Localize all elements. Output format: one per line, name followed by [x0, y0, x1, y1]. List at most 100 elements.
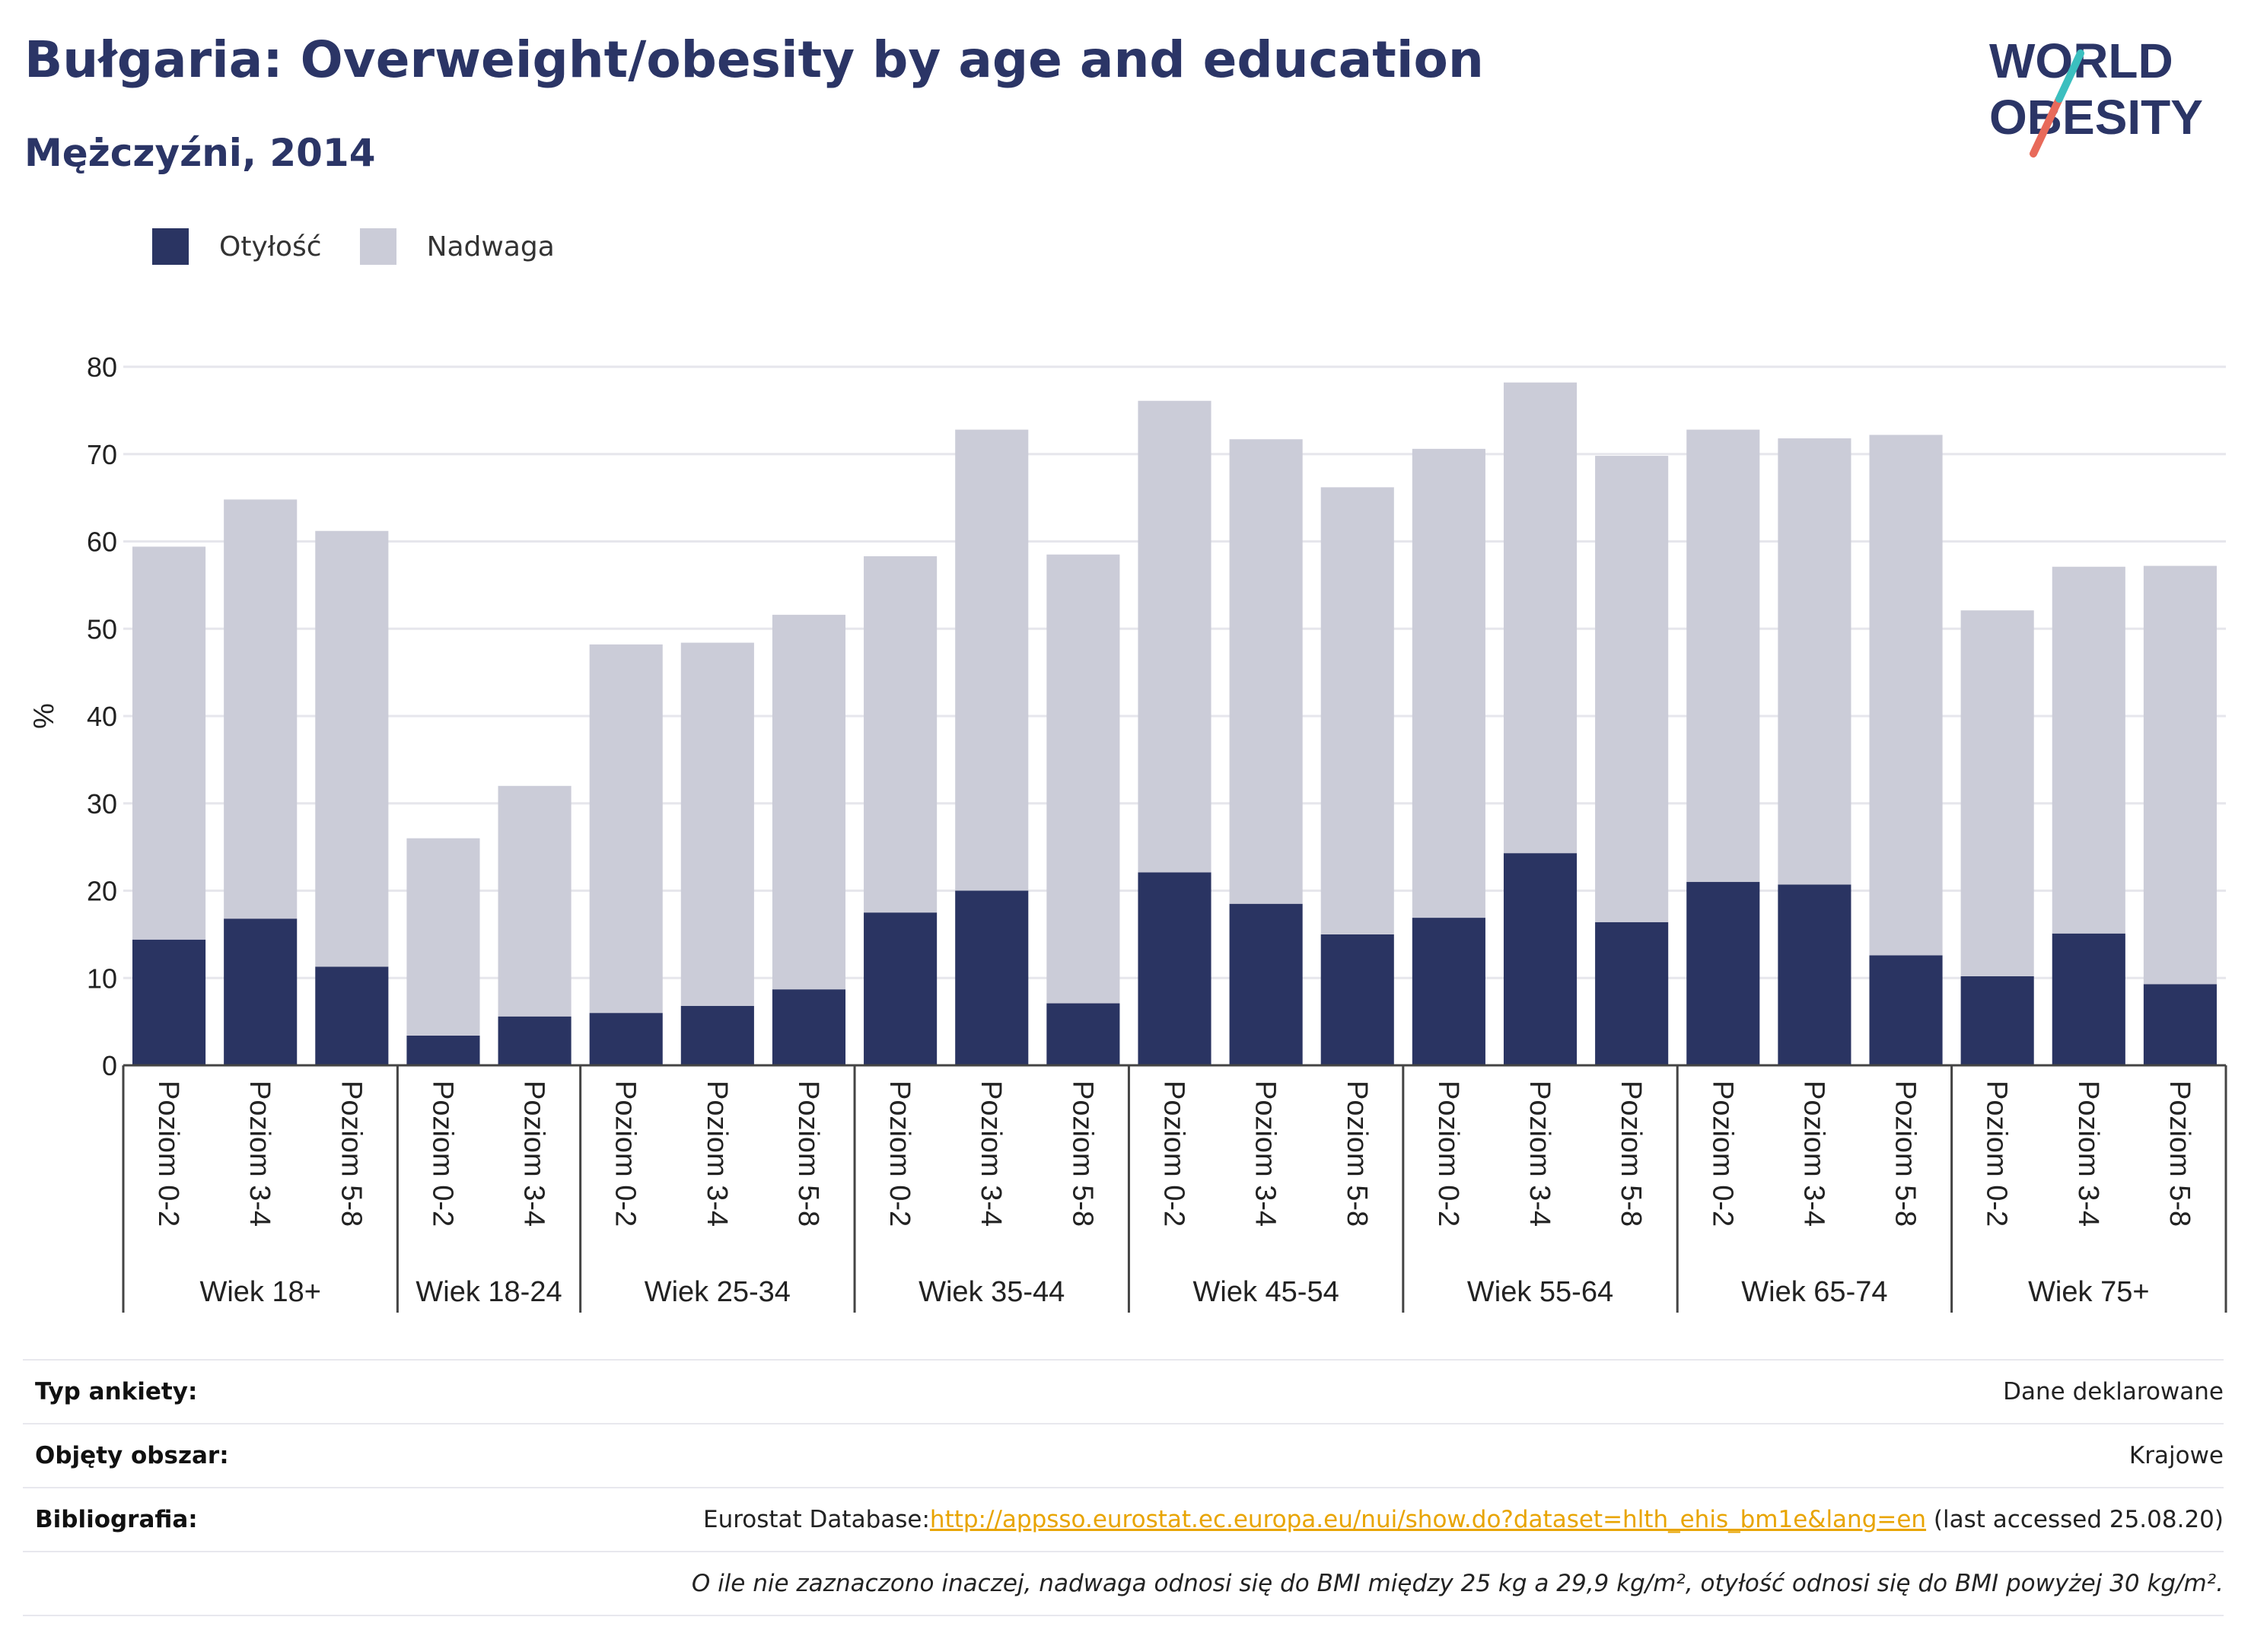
logo-line-2: OBESITY	[1989, 90, 2203, 145]
y-tick-label: 0	[102, 1050, 117, 1081]
footer-value-bibliography: Eurostat Database:http://appsso.eurostat…	[703, 1506, 2224, 1533]
footer-label-coverage: Objęty obszar:	[35, 1442, 229, 1469]
bar-obesity	[1046, 1003, 1120, 1065]
legend-swatch-obesity	[152, 228, 189, 265]
x-category-label: Poziom 0-2	[1432, 1081, 1464, 1227]
bar-obesity	[772, 989, 846, 1065]
bar-obesity	[1960, 976, 2034, 1065]
chart-legend: Otyłość Nadwaga	[152, 225, 593, 268]
x-category-label: Poziom 5-8	[1341, 1081, 1373, 1227]
x-category-label: Poziom 3-4	[2072, 1081, 2104, 1227]
bar-obesity	[680, 1005, 754, 1065]
bar-overweight	[406, 838, 480, 1036]
x-category-label: Poziom 5-8	[792, 1081, 824, 1227]
bar-overweight	[1778, 438, 1851, 885]
stacked-bar-chart: 0 10 20 30 40 50 60 70 80% Poziom 0-2 Poziom 3-4 Po…	[28, 352, 2227, 1313]
y-tick-label: 40	[87, 701, 117, 732]
bar-obesity	[1503, 853, 1578, 1065]
bar-overweight	[1320, 487, 1394, 934]
bar-obesity	[864, 912, 938, 1065]
bibliography-suffix: (last accessed 25.08.20)	[1926, 1506, 2224, 1533]
world-obesity-logo: WORLD OBESITY	[1989, 33, 2203, 158]
x-group-label: Wiek 18+	[199, 1276, 320, 1308]
y-tick-label: 80	[87, 352, 117, 383]
bar-overweight	[1229, 439, 1303, 904]
bar-obesity	[132, 939, 206, 1065]
x-category-label: Poziom 3-4	[701, 1081, 733, 1227]
bar-overweight	[224, 499, 298, 919]
bibliography-prefix: Eurostat Database:	[702, 1506, 930, 1533]
legend-item-overweight: Nadwaga	[359, 228, 555, 265]
footer-value-coverage: Krajowe	[2128, 1442, 2224, 1469]
bar-overweight	[1503, 382, 1578, 854]
x-group-label: Wiek 25-34	[645, 1276, 791, 1308]
bar-overweight	[498, 785, 572, 1017]
bar-overweight	[589, 644, 663, 1014]
x-category-label: Poziom 0-2	[1981, 1081, 2013, 1227]
bar-obesity	[1320, 934, 1394, 1065]
x-category-label: Poziom 0-2	[426, 1081, 458, 1227]
x-category-label: Poziom 0-2	[610, 1081, 642, 1227]
bar-obesity	[315, 966, 389, 1065]
chart-footer: Typ ankiety: Dane deklarowane Objęty obs…	[23, 1359, 2224, 1616]
y-tick-label: 70	[87, 439, 117, 470]
bar-obesity	[2052, 933, 2125, 1065]
x-category-label: Poziom 5-8	[335, 1081, 367, 1227]
footer-row-bibliography: Bibliografia: Eurostat Database:http://a…	[23, 1487, 2224, 1551]
legend-item-obesity: Otyłość	[152, 228, 322, 265]
footer-label-survey-type: Typ ankiety:	[35, 1378, 198, 1405]
bar-overweight	[680, 642, 754, 1006]
legend-label-overweight: Nadwaga	[426, 231, 555, 263]
bar-obesity	[224, 918, 298, 1065]
bar-obesity	[1229, 903, 1303, 1065]
x-category-label: Poziom 3-4	[975, 1081, 1007, 1227]
bar-obesity	[1138, 872, 1211, 1065]
bar-overweight	[1412, 448, 1485, 918]
x-group-label: Wiek 35-44	[919, 1276, 1065, 1308]
bar-obesity	[1412, 918, 1485, 1065]
bar-overweight	[1869, 434, 1943, 956]
legend-swatch-overweight	[359, 228, 396, 265]
bar-overweight	[864, 556, 938, 913]
bar-overweight	[132, 546, 206, 940]
bar-obesity	[1869, 955, 1943, 1065]
footer-label-bibliography: Bibliografia:	[35, 1506, 198, 1533]
bibliography-link[interactable]: http://appsso.eurostat.ec.europa.eu/nui/…	[929, 1506, 1927, 1533]
footer-value-survey-type: Dane deklarowane	[2003, 1378, 2224, 1405]
x-category-label: Poziom 3-4	[518, 1081, 550, 1227]
bar-overweight	[955, 429, 1029, 891]
bar-overweight	[1686, 429, 1760, 883]
bar-obesity	[2143, 984, 2217, 1065]
y-tick-label: 60	[87, 527, 117, 558]
x-category-label: Poziom 5-8	[2163, 1081, 2195, 1227]
x-category-label: Poziom 5-8	[1066, 1081, 1098, 1227]
bar-obesity	[1778, 884, 1851, 1065]
x-group-label: Wiek 65-74	[1741, 1276, 1887, 1308]
logo-slash-red	[2030, 95, 2063, 158]
bar-overweight	[2143, 565, 2217, 985]
x-category-label: Poziom 3-4	[1250, 1081, 1282, 1227]
bar-obesity	[1686, 882, 1760, 1065]
x-category-label: Poziom 3-4	[244, 1081, 275, 1227]
x-category-label: Poziom 3-4	[1523, 1081, 1555, 1227]
y-tick-label: 10	[87, 963, 117, 994]
bar-overweight	[772, 614, 846, 990]
y-tick-label: 50	[87, 613, 117, 645]
y-axis-label: %	[28, 703, 60, 729]
x-group-label: Wiek 45-54	[1193, 1276, 1339, 1308]
x-category-label: Poziom 0-2	[152, 1081, 184, 1227]
logo-line-1: WORLD	[1989, 33, 2173, 88]
bar-overweight	[1595, 456, 1669, 922]
x-category-label: Poziom 5-8	[1615, 1081, 1647, 1227]
x-category-label: Poziom 0-2	[884, 1081, 915, 1227]
bar-overweight	[1138, 400, 1211, 873]
y-tick-label: 30	[87, 788, 117, 820]
bar-overweight	[315, 530, 389, 967]
footer-row-note: O ile nie zaznaczono inaczej, nadwaga od…	[23, 1551, 2224, 1616]
logo-slash-teal	[2055, 49, 2084, 103]
footer-row-survey-type: Typ ankiety: Dane deklarowane	[23, 1359, 2224, 1423]
legend-label-obesity: Otyłość	[219, 231, 322, 263]
footer-note: O ile nie zaznaczono inaczej, nadwaga od…	[691, 1570, 2224, 1597]
footer-row-coverage: Objęty obszar: Krajowe	[23, 1423, 2224, 1487]
bar-obesity	[1595, 921, 1669, 1065]
